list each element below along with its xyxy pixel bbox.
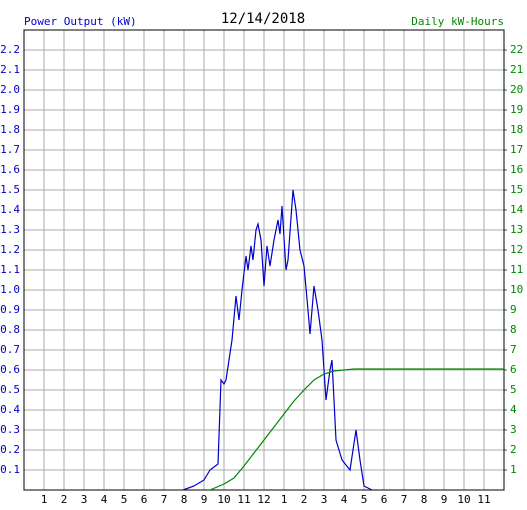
x-tick-label: 4 <box>341 493 348 506</box>
x-tick-label: 8 <box>421 493 428 506</box>
x-tick-label: 4 <box>101 493 108 506</box>
y2-tick-label: 21 <box>510 63 523 76</box>
x-tick-label: 9 <box>201 493 208 506</box>
y2-tick-label: 12 <box>510 243 523 256</box>
x-tick-label: 11 <box>237 493 250 506</box>
x-tick-label: 6 <box>141 493 148 506</box>
x-tick-label: 7 <box>401 493 408 506</box>
x-tick-label: 10 <box>457 493 470 506</box>
y-axis-title: Power Output (kW) <box>24 15 137 28</box>
x-tick-label: 3 <box>321 493 328 506</box>
x-tick-label: 5 <box>361 493 368 506</box>
y2-tick-label: 15 <box>510 183 523 196</box>
y-tick-label: 0.8 <box>0 323 20 336</box>
x-tick-label: 10 <box>217 493 230 506</box>
y-tick-label: 0.6 <box>0 363 20 376</box>
y2-tick-label: 9 <box>510 303 517 316</box>
x-tick-label: 1 <box>41 493 48 506</box>
y-tick-label: 1.8 <box>0 123 20 136</box>
y-tick-label: 0.4 <box>0 403 20 416</box>
y-tick-label: 1.3 <box>0 223 20 236</box>
y-tick-label: 1.7 <box>0 143 20 156</box>
chart-title: 12/14/2018 <box>221 11 305 27</box>
y2-tick-label: 18 <box>510 123 523 136</box>
x-tick-label: 2 <box>61 493 68 506</box>
y-tick-label: 2.2 <box>0 43 20 56</box>
x-tick-label: 12 <box>257 493 270 506</box>
y2-tick-label: 1 <box>510 463 517 476</box>
y2-tick-label: 17 <box>510 143 523 156</box>
x-tick-label: 3 <box>81 493 88 506</box>
plot-frame <box>23 29 505 491</box>
y2-tick-label: 4 <box>510 403 517 416</box>
y-tick-label: 1.4 <box>0 203 20 216</box>
x-tick-label: 11 <box>477 493 490 506</box>
data-line <box>182 189 373 491</box>
y-tick-label: 0.2 <box>0 443 20 456</box>
data-line <box>209 368 504 491</box>
x-tick-label: 5 <box>121 493 128 506</box>
y2-tick-label: 11 <box>510 263 523 276</box>
y2-tick-label: 5 <box>510 383 517 396</box>
y-tick-label: 1.6 <box>0 163 20 176</box>
y-tick-label: 1.9 <box>0 103 20 116</box>
x-tick-label: 6 <box>381 493 388 506</box>
y-tick-label: 1.1 <box>0 263 20 276</box>
y-tick-label: 1.2 <box>0 243 20 256</box>
y-tick-label: 1.0 <box>0 283 20 296</box>
x-tick-label: 8 <box>181 493 188 506</box>
y-tick-label: 0.3 <box>0 423 20 436</box>
y2-tick-label: 16 <box>510 163 523 176</box>
y2-tick-label: 2 <box>510 443 517 456</box>
y2-tick-label: 20 <box>510 83 523 96</box>
y-tick-label: 0.5 <box>0 383 20 396</box>
y2-tick-label: 3 <box>510 423 517 436</box>
x-tick-label: 2 <box>301 493 308 506</box>
y-tick-label: 1.5 <box>0 183 20 196</box>
y-tick-label: 0.7 <box>0 343 20 356</box>
y-tick-label: 2.1 <box>0 63 20 76</box>
y2-tick-label: 19 <box>510 103 523 116</box>
y2-tick-label: 13 <box>510 223 523 236</box>
y-tick-label: 0.1 <box>0 463 20 476</box>
y2-tick-label: 14 <box>510 203 524 216</box>
y2-tick-label: 8 <box>510 323 517 336</box>
x-tick-label: 1 <box>281 493 288 506</box>
y2-tick-label: 10 <box>510 283 523 296</box>
x-tick-label: 7 <box>161 493 168 506</box>
y2-tick-label: 22 <box>510 43 523 56</box>
y2-tick-label: 6 <box>510 363 517 376</box>
x-tick-label: 9 <box>441 493 448 506</box>
y2-axis-title: Daily kW-Hours <box>411 15 504 28</box>
y-tick-label: 2.0 <box>0 83 20 96</box>
y2-tick-label: 7 <box>510 343 517 356</box>
y-tick-label: 0.9 <box>0 303 20 316</box>
